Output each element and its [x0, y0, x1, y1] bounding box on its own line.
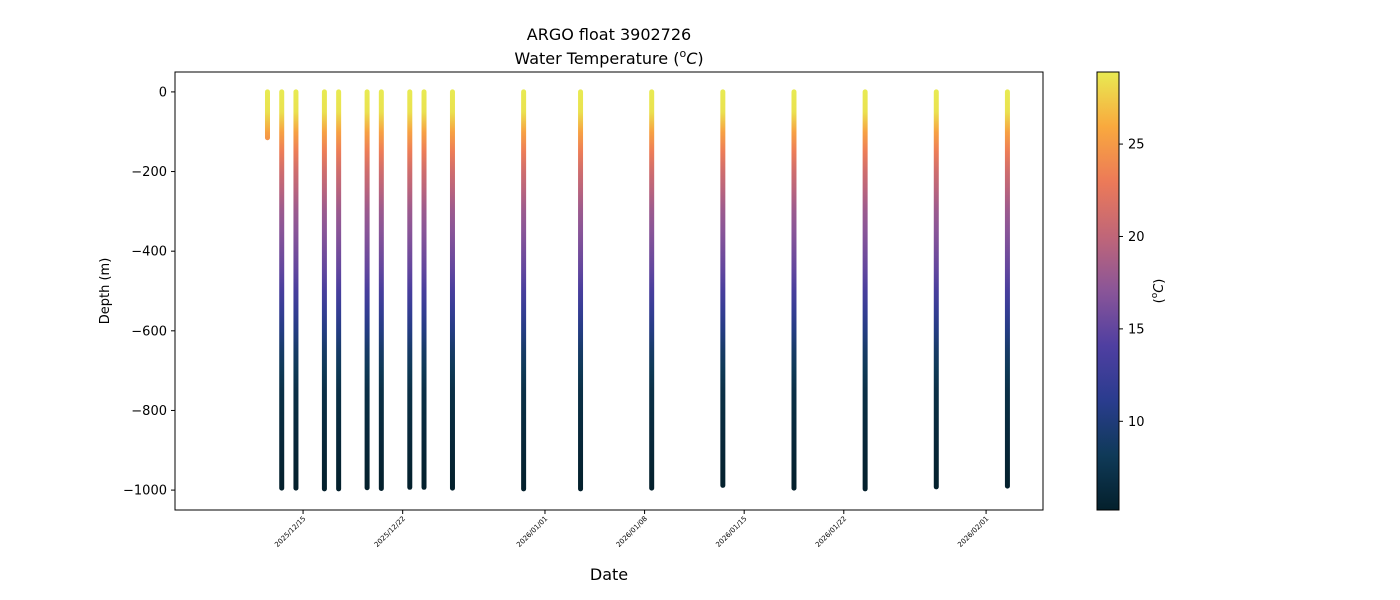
colorbar-fill: [1096, 71, 1120, 511]
chart-subtitle: Water Temperature (oC): [514, 47, 703, 68]
y-tick-label: 0: [159, 85, 167, 100]
x-tick-label: 2026/02/01: [956, 515, 990, 549]
y-tick-label: −800: [131, 404, 167, 419]
colorbar-tick-label: 25: [1128, 138, 1145, 153]
plot-area: 0−200−400−600−800−1000 2025/12/15 2025/12…: [123, 71, 1044, 549]
y-tick-label: −1000: [123, 484, 167, 499]
y-tick-label: −400: [131, 245, 167, 260]
x-tick-label: 2026/01/01: [515, 515, 549, 549]
y-tick-label: −200: [131, 165, 167, 180]
y-axis-label: Depth (m): [98, 258, 113, 325]
y-tick-label: −600: [131, 324, 167, 339]
x-axis-label: Date: [590, 565, 628, 584]
x-tick-label: 2026/01/08: [615, 515, 649, 549]
plot-frame: [174, 71, 1044, 511]
colorbar-label: (oC): [1150, 279, 1167, 304]
colorbar-tick-label: 10: [1128, 415, 1145, 430]
y-axis-ticks: 0 −200 −400 −600 −800 −1000: [123, 85, 175, 499]
colorbar-ticks: 10 15 20 25: [1119, 138, 1145, 430]
profile-columns: [264, 89, 1010, 492]
chart-title: ARGO float 3902726: [527, 25, 691, 44]
x-tick-label: 2026/01/22: [814, 515, 848, 549]
colorbar-tick-label: 15: [1128, 322, 1145, 337]
colorbar-tick-label: 20: [1128, 230, 1145, 245]
x-tick-label: 2025/12/22: [373, 515, 407, 549]
x-tick-label: 2026/01/15: [714, 515, 748, 549]
x-axis-ticks: 2025/12/15 2025/12/22 2026/01/01 2026/01/08…: [273, 510, 990, 549]
x-tick-label: 2025/12/15: [273, 515, 307, 549]
colorbar: 10 15 20 25 (oC): [1096, 71, 1167, 511]
